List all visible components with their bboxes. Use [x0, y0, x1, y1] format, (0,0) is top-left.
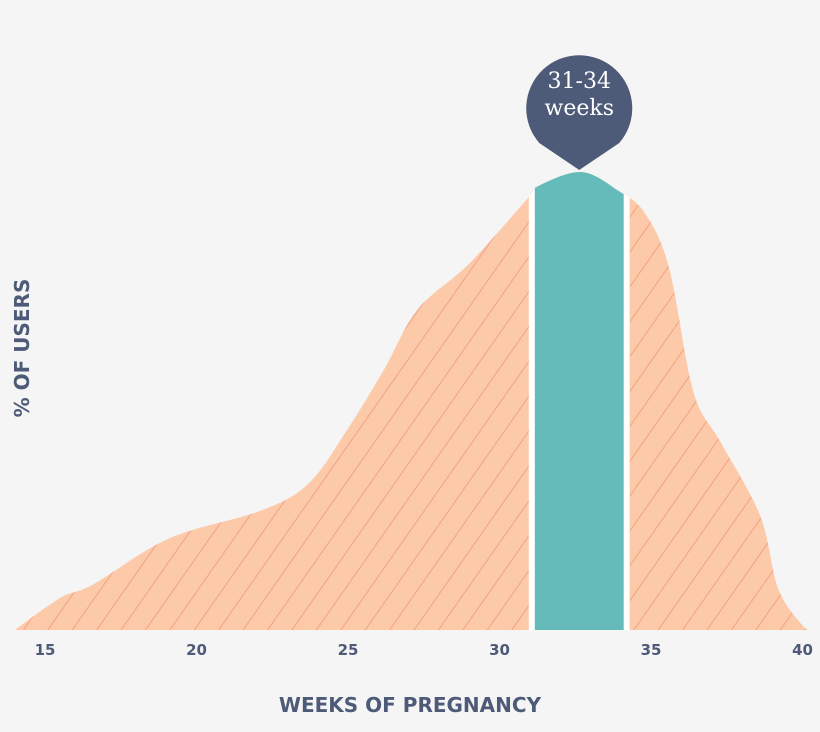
pin-label-unit: weeks — [545, 96, 615, 121]
x-tick-label: 25 — [338, 641, 359, 659]
x-tick-label: 40 — [792, 641, 813, 659]
x-axis-label: WEEKS OF PREGNANCY — [279, 693, 542, 717]
x-tick-label: 15 — [35, 641, 56, 659]
x-tick-label: 20 — [186, 641, 207, 659]
distribution-area — [14, 171, 812, 631]
highlight-pin: 31-34 weeks — [526, 55, 633, 170]
pin-label-range: 31-34 — [548, 69, 611, 94]
pin-marker-icon — [526, 55, 633, 170]
x-tick-label: 35 — [641, 641, 662, 659]
y-axis-label: % OF USERS — [10, 279, 34, 418]
highlight-band — [534, 171, 624, 630]
x-tick-label: 30 — [489, 641, 510, 659]
